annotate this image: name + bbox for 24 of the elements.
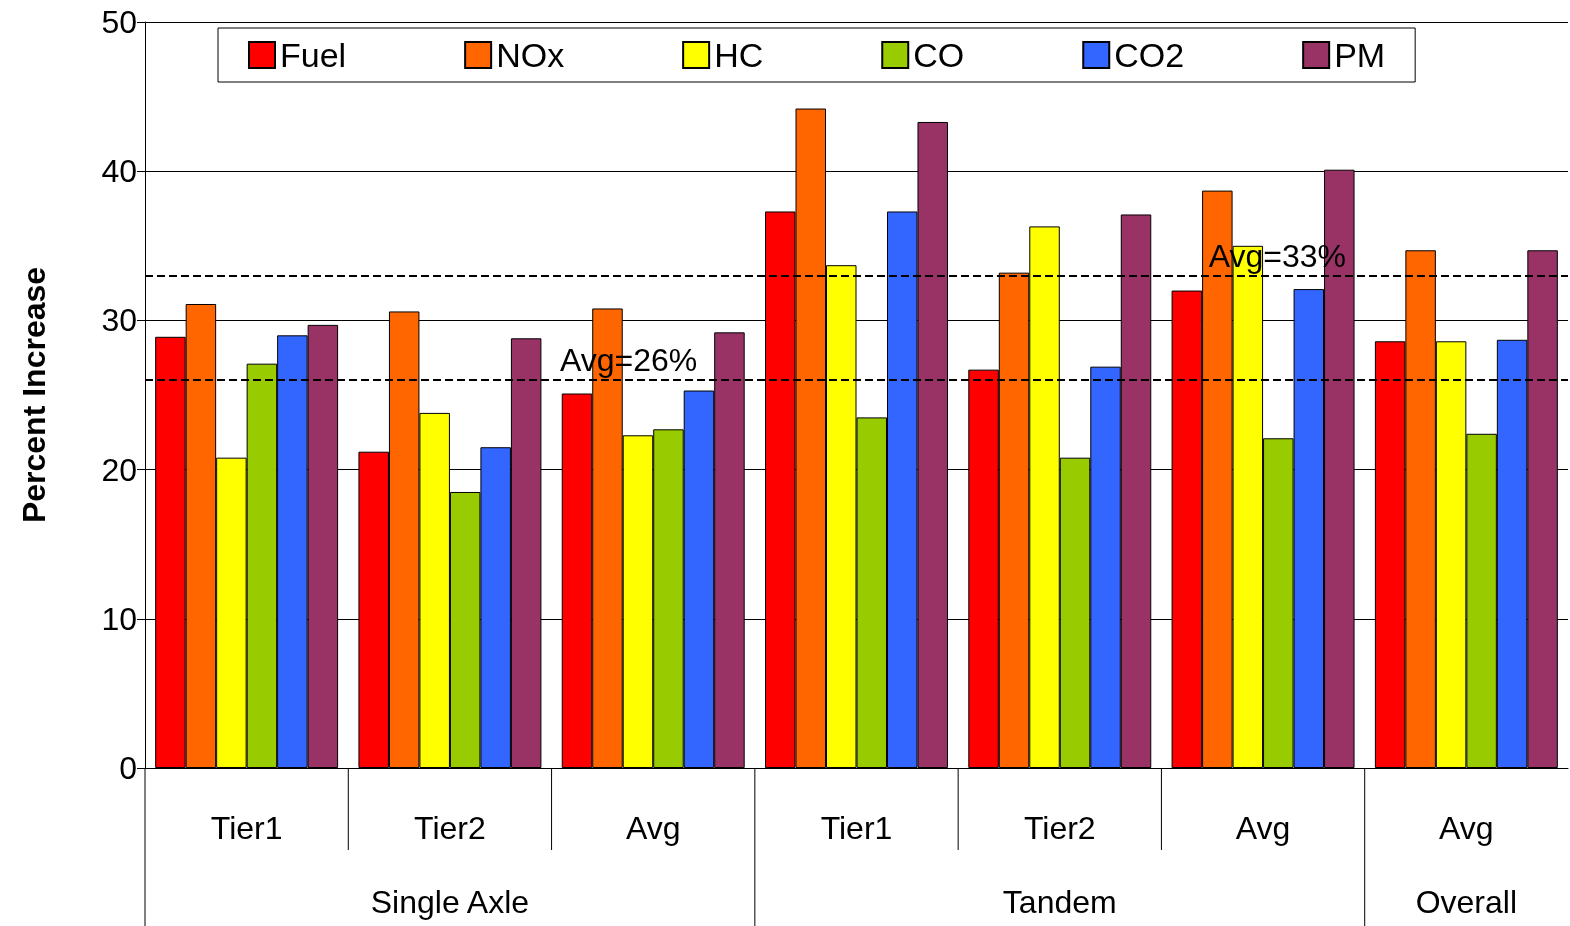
- y-tick-label: 0: [119, 750, 137, 786]
- legend-label: CO2: [1114, 36, 1185, 74]
- legend-label: HC: [714, 36, 764, 74]
- y-axis-title: Percent Increase: [16, 266, 52, 524]
- legend-label: NOx: [496, 36, 565, 74]
- x-tick-label: Avg: [625, 810, 681, 846]
- x-tick-label: Tier2: [1023, 810, 1096, 846]
- text: Single Axle: [370, 884, 530, 920]
- y-tick-label: 10: [101, 600, 137, 637]
- x-tick-label: Tier2: [414, 810, 486, 846]
- y-tick-label: 20: [101, 451, 137, 488]
- text: Tandem: [1002, 884, 1117, 920]
- legend-label: CO: [913, 36, 965, 74]
- x-tick-label: Tier1: [210, 810, 283, 846]
- x-tick-label: Tier1: [820, 810, 893, 846]
- y-tick-label: 40: [101, 153, 137, 190]
- x-tick-label: Avg: [1235, 810, 1291, 846]
- text: Overall: [1415, 884, 1518, 920]
- legend-label: PM: [1334, 36, 1386, 74]
- legend-label: Fuel: [280, 36, 347, 74]
- y-tick-label: 30: [101, 302, 137, 339]
- ref-line-label: Avg=33%: [1208, 237, 1346, 274]
- y-tick-label: 50: [101, 4, 137, 40]
- x-tick-label: Avg: [1439, 810, 1494, 846]
